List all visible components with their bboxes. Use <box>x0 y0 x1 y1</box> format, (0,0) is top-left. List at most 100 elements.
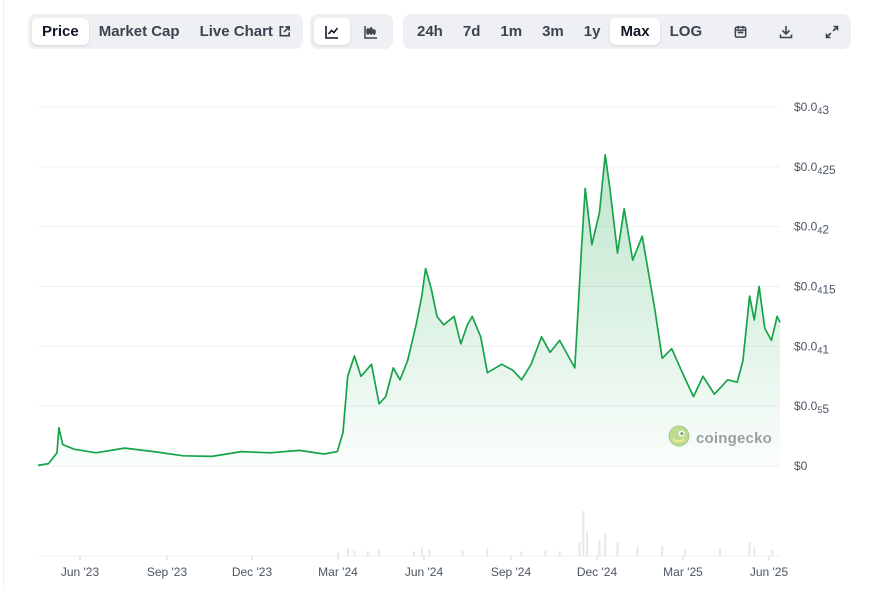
volume-bar-10 <box>520 551 523 556</box>
candlestick-icon <box>363 24 379 40</box>
y-tick-label-2: $0.041 <box>794 339 829 356</box>
range-24h[interactable]: 24h <box>407 18 453 45</box>
volume-bar-19 <box>636 547 639 556</box>
volume-bar-7 <box>428 549 431 556</box>
price-point-17 <box>347 375 349 377</box>
volume-bar-2 <box>353 550 356 556</box>
price-point-46 <box>580 249 582 251</box>
volume-bar-1 <box>346 547 349 556</box>
range-1y[interactable]: 1y <box>574 18 611 45</box>
volume-bar-24 <box>753 547 756 556</box>
price-point-43 <box>549 351 551 353</box>
coingecko-gecko-logo <box>668 425 690 452</box>
volume-bar-18 <box>616 542 619 556</box>
price-point-54 <box>632 259 634 261</box>
volume-bar-9 <box>486 548 489 556</box>
price-point-8 <box>153 450 155 452</box>
price-point-25 <box>406 359 408 361</box>
price-point-7 <box>123 447 125 449</box>
tab-live-chart-label: Live Chart <box>199 23 273 40</box>
price-point-24 <box>399 379 401 381</box>
price-point-61 <box>702 375 704 377</box>
x-tick-label-2: Dec '23 <box>232 565 273 579</box>
price-point-26 <box>415 324 417 326</box>
volume-bar-20 <box>661 546 664 556</box>
price-point-10 <box>211 455 213 457</box>
volume-bar-14 <box>582 511 585 556</box>
price-point-20 <box>370 363 372 365</box>
x-axis: Jun '23 Sep '23 Dec '23 Mar '24 Jun '24 Sep '… <box>61 556 788 579</box>
price-point-69 <box>764 327 766 329</box>
price-point-65 <box>742 359 744 361</box>
y-tick-label-6: $0.043 <box>794 100 829 117</box>
log-scale-toggle[interactable]: LOG <box>660 18 713 45</box>
coingecko-watermark: coingecko <box>668 425 772 452</box>
volume-bar-11 <box>544 550 547 556</box>
price-point-29 <box>430 288 432 290</box>
price-point-59 <box>683 375 685 377</box>
range-tab-group: 24h 7d 1m 3m 1y Max LOG <box>403 14 851 49</box>
price-point-60 <box>692 395 694 397</box>
range-3m[interactable]: 3m <box>532 18 574 45</box>
y-tick-label-0: $0 <box>794 459 808 473</box>
price-point-38 <box>500 363 502 365</box>
download-button[interactable] <box>769 18 803 45</box>
calendar-button[interactable] <box>724 18 757 45</box>
download-icon <box>778 24 794 40</box>
candlestick-chart-button[interactable] <box>353 18 389 45</box>
range-7d-label: 7d <box>462 23 481 40</box>
range-max[interactable]: Max <box>610 18 660 45</box>
volume-bar-3 <box>366 551 369 556</box>
y-axis: $0 $0.055 $0.041 $0.0415 $0.042 $0.0425 $0.043 <box>794 100 836 473</box>
tab-price[interactable]: Price <box>32 18 89 45</box>
range-7d[interactable]: 7d <box>453 18 491 45</box>
x-tick-label-3: Mar '24 <box>318 565 358 579</box>
fullscreen-button[interactable] <box>815 18 849 45</box>
price-point-67 <box>753 319 755 321</box>
price-point-31 <box>442 324 444 326</box>
price-point-52 <box>616 252 618 254</box>
price-point-62 <box>713 393 715 395</box>
line-chart-button[interactable] <box>314 18 350 45</box>
chart-mode-group <box>310 14 393 49</box>
range-1y-label: 1y <box>583 23 601 40</box>
volume-bar-17 <box>604 533 607 556</box>
price-point-13 <box>298 449 300 451</box>
volume-bar-8 <box>461 550 464 556</box>
price-point-23 <box>392 367 394 369</box>
tab-market-cap[interactable]: Market Cap <box>89 18 190 45</box>
volume-bar-12 <box>558 551 561 556</box>
range-1m[interactable]: 1m <box>490 18 532 45</box>
range-24h-label: 24h <box>417 23 443 40</box>
price-point-2 <box>56 452 58 454</box>
price-point-40 <box>520 379 522 381</box>
price-point-41 <box>530 363 532 365</box>
x-tick-label-7: Mar '25 <box>663 565 703 579</box>
price-point-34 <box>466 324 468 326</box>
x-tick-label-6: Dec '24 <box>577 565 618 579</box>
price-point-57 <box>661 357 663 359</box>
tab-live-chart[interactable]: Live Chart <box>190 18 301 45</box>
price-point-18 <box>353 355 355 357</box>
price-point-66 <box>748 295 750 297</box>
watermark-text: coingecko <box>696 430 772 447</box>
volume-bars <box>337 511 774 556</box>
price-point-72 <box>779 321 781 323</box>
y-tick-label-5: $0.0425 <box>794 160 836 177</box>
fullscreen-icon <box>824 24 840 40</box>
price-point-22 <box>385 395 387 397</box>
price-line <box>37 154 781 467</box>
price-point-51 <box>609 187 611 189</box>
price-point-71 <box>776 315 778 317</box>
price-point-35 <box>471 315 473 317</box>
volume-bar-25 <box>771 549 774 556</box>
price-point-50 <box>604 154 606 156</box>
x-tick-label-1: Sep '23 <box>147 565 188 579</box>
price-point-68 <box>758 285 760 287</box>
price-point-11 <box>240 450 242 452</box>
price-point-19 <box>360 375 362 377</box>
y-tick-label-4: $0.042 <box>794 220 829 237</box>
price-point-45 <box>574 367 576 369</box>
price-point-36 <box>480 336 482 338</box>
